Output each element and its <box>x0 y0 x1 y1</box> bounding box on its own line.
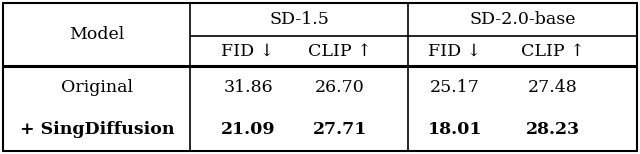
Text: 21.09: 21.09 <box>221 121 275 138</box>
Text: 27.48: 27.48 <box>528 79 578 96</box>
Text: FID ↓: FID ↓ <box>428 43 481 59</box>
Text: CLIP ↑: CLIP ↑ <box>308 43 372 59</box>
Text: SD-2.0-base: SD-2.0-base <box>469 11 576 28</box>
Text: SD-1.5: SD-1.5 <box>269 11 329 28</box>
Text: 27.71: 27.71 <box>313 121 367 138</box>
Text: 25.17: 25.17 <box>430 79 480 96</box>
Text: FID ↓: FID ↓ <box>221 43 275 59</box>
Text: 28.23: 28.23 <box>526 121 580 138</box>
Text: 26.70: 26.70 <box>315 79 365 96</box>
Text: Model: Model <box>69 26 125 43</box>
Text: Original: Original <box>61 79 133 96</box>
Text: 31.86: 31.86 <box>223 79 273 96</box>
Text: + SingDiffusion: + SingDiffusion <box>20 121 174 138</box>
Text: 18.01: 18.01 <box>428 121 483 138</box>
Text: CLIP ↑: CLIP ↑ <box>521 43 585 59</box>
